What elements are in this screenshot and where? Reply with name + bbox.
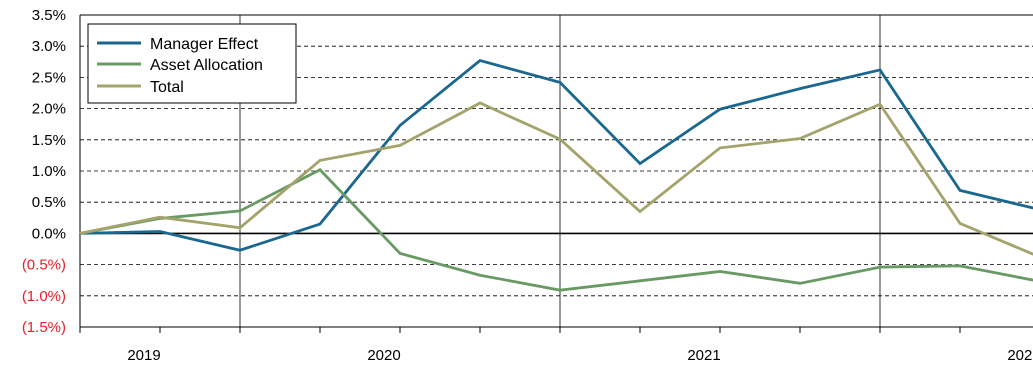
series-line-manager-effect: [79, 59, 1033, 252]
axis-layer: [79, 14, 1033, 333]
x-tick-label: 2020: [367, 347, 400, 364]
y-tick-label: 1.0%: [32, 163, 66, 180]
label-layer: 3.5% 3.0% 2.5% 2.0% 1.5% 1.0% 0.5% 0.0% (0.5%) (1…: [22, 7, 1033, 364]
y-tick-label: 2.5%: [32, 69, 66, 86]
x-tick-label: 2022: [1007, 347, 1033, 364]
y-tick-label: (1.0%): [22, 288, 66, 305]
x-tick-label: 2021: [687, 347, 720, 364]
legend-label-asset-allocation: Asset Allocation: [150, 57, 263, 74]
series-layer: [79, 59, 1033, 292]
grid-layer: [80, 14, 1033, 327]
y-tick-label: 0.0%: [32, 225, 66, 242]
series-line-asset-allocation: [79, 168, 1033, 292]
y-tick-label: (1.5%): [22, 319, 66, 336]
y-tick-label: 3.5%: [32, 7, 66, 24]
y-tick-label: 0.5%: [32, 194, 66, 211]
y-tick-label: 3.0%: [32, 38, 66, 55]
x-tick-label: 2019: [127, 347, 160, 364]
series-line-total: [79, 101, 1033, 256]
y-tick-label: 1.5%: [32, 132, 66, 149]
legend: Manager Effect Asset Allocation Total: [87, 23, 297, 104]
legend-label-manager-effect: Manager Effect: [150, 36, 259, 53]
legend-label-total: Total: [150, 79, 184, 96]
y-tick-label: 2.0%: [32, 101, 66, 118]
y-tick-label: (0.5%): [22, 257, 66, 274]
